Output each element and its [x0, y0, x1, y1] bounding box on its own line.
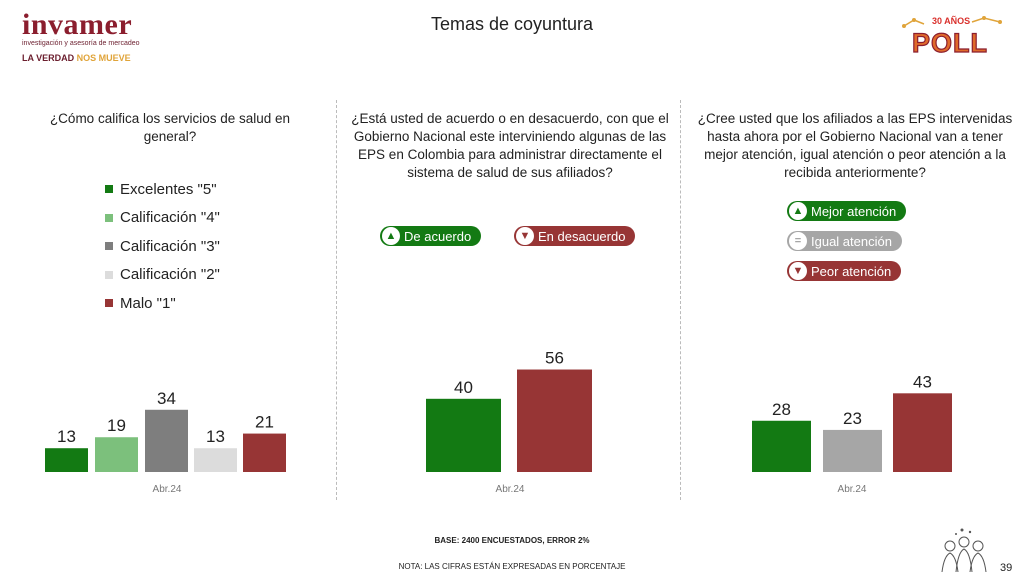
pill-peor-atencion: ▼ Peor atención [787, 261, 902, 281]
data-label-calificacion-2: 13 [206, 427, 225, 446]
poll-years: 30 AÑOS [932, 16, 971, 26]
poll-logo: 30 AÑOS POLL [900, 12, 1004, 62]
bar-calificacion-3 [145, 409, 188, 472]
legend-swatch [105, 299, 113, 308]
legend-label: Calificación "4" [120, 209, 220, 227]
question-3: ¿Cree usted que los afiliados a las EPS … [697, 111, 1013, 180]
motto-main: LA VERDAD [22, 53, 77, 63]
thumbs-up-icon: ▲ [789, 202, 807, 220]
data-label-peor-atencion: 43 [913, 372, 932, 391]
bar-calificacion-2 [194, 448, 237, 472]
legend-swatch [105, 213, 113, 222]
people-icon [941, 528, 987, 573]
pill-en-desacuerdo: ▼ En desacuerdo [514, 226, 636, 246]
pill-de-acuerdo: ▲ De acuerdo [380, 226, 482, 246]
legend-swatch [105, 185, 113, 194]
data-label-de-acuerdo: 40 [454, 378, 473, 397]
pill-mejor-atencion: ▲ Mejor atención [787, 201, 907, 221]
data-label-igual-atencion: 23 [843, 409, 862, 428]
legend-item-malo: Malo "1" [105, 289, 220, 318]
logo-wordmark: invamer [22, 8, 133, 41]
invamer-logo: invamer investigación y asesoría de merc… [22, 10, 162, 66]
thumbs-up-icon: ▲ [382, 227, 400, 245]
poll-stars-icon [902, 16, 1002, 28]
bar-calificacion-4 [95, 437, 138, 472]
x-axis-label: Abr.24 [838, 484, 867, 495]
legend-item-calificacion-2: Calificación "2" [105, 261, 220, 290]
bar-mejor-atencion [752, 420, 811, 472]
pill-label: De acuerdo [404, 228, 472, 244]
legend-label: Malo "1" [120, 294, 176, 312]
data-label-calificacion-3: 34 [157, 389, 176, 408]
pill-igual-atencion: = Igual atención [787, 231, 902, 251]
logo-motto: LA VERDAD NOS MUEVE [22, 53, 162, 63]
bar-igual-atencion [823, 429, 882, 472]
question-2: ¿Está usted de acuerdo o en desacuerdo, … [351, 111, 669, 180]
legend-swatch [105, 270, 113, 279]
thumbs-down-icon: ▼ [789, 262, 807, 280]
legend-1: Excelentes "5" Calificación "4" Califica… [105, 175, 220, 318]
bar-peor-atencion [893, 393, 952, 472]
legend-item-calificacion-3: Calificación "3" [105, 232, 220, 261]
pill-label: Igual atención [811, 233, 892, 249]
bar-malo-1 [243, 433, 286, 472]
pill-label: Mejor atención [811, 203, 897, 219]
legend-item-calificacion-4: Calificación "4" [105, 204, 220, 233]
bar-excelentes-5 [45, 448, 88, 472]
data-label-en-desacuerdo: 56 [545, 349, 564, 368]
logo-subtitle: investigación y asesoría de mercadeo [22, 40, 140, 47]
equals-icon: = [789, 232, 807, 250]
data-label-mejor-atencion: 28 [772, 400, 791, 419]
footer-base: BASE: 2400 ENCUESTADOS, ERROR 2% [434, 536, 590, 545]
question-1: ¿Cómo califica los servicios de salud en… [49, 111, 291, 144]
motto-accent: NOS MUEVE [76, 53, 131, 63]
pill-label: En desacuerdo [538, 228, 626, 244]
poll-word: POLL [911, 27, 988, 58]
x-axis-label: Abr.24 [496, 484, 525, 495]
legend-label: Calificación "2" [120, 266, 220, 284]
x-axis-label: Abr.24 [153, 484, 182, 495]
data-label-calificacion-4: 19 [107, 416, 126, 435]
footer-note: NOTA: LAS CIFRAS ESTÁN EXPRESADAS EN POR… [398, 562, 626, 571]
data-label-malo-1: 21 [255, 413, 274, 432]
data-label-excelentes-5: 13 [57, 427, 76, 446]
page-title: Temas de coyuntura [430, 14, 594, 34]
panel-divider-2 [680, 100, 681, 500]
bar-en-desacuerdo [517, 369, 592, 472]
legend-label: Calificación "3" [120, 237, 220, 255]
legend-item-excelentes: Excelentes "5" [105, 175, 220, 204]
panel-divider-1 [336, 100, 337, 500]
legend-swatch [105, 242, 113, 251]
bar-de-acuerdo [426, 398, 501, 472]
thumbs-down-icon: ▼ [516, 227, 534, 245]
legend-label: Excelentes "5" [120, 180, 217, 198]
page-number: 39 [1000, 562, 1013, 574]
pill-label: Peor atención [811, 263, 892, 279]
